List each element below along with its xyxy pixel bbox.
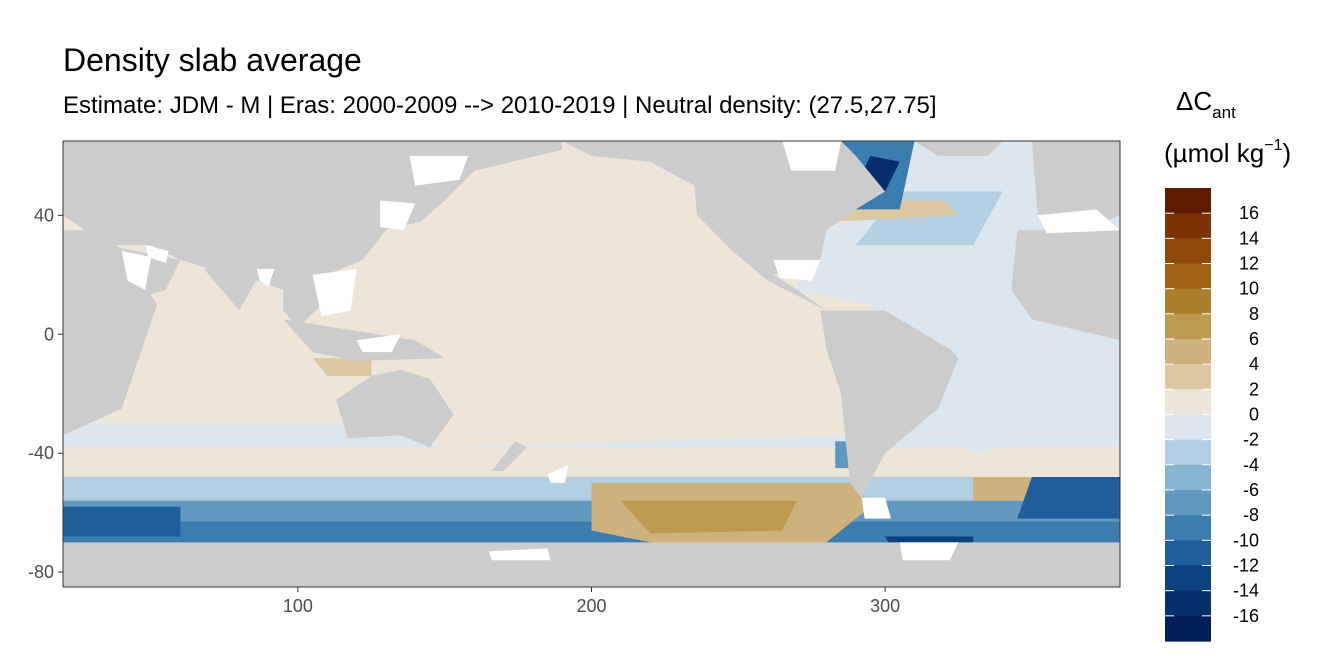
legend: ΔCant (µmol kg−1) 16 14 12 10 8 6 4 2 0 -2 -4 -6 -8 -… [1164,86,1291,642]
y-tick-label: 0 [44,324,54,344]
legend-label: 2 [1249,379,1259,399]
land-asia [63,141,563,320]
y-tick-label: -80 [28,562,54,582]
legend-label: 16 [1239,203,1259,223]
missing-weddell [899,542,959,561]
legend-label: -16 [1233,606,1259,626]
legend-color-swatch [1165,339,1211,365]
legend-color-swatch [1165,389,1211,416]
missing-gulfmex [773,259,821,281]
heatmap-cell-timor [312,358,372,376]
missing-ross [488,548,551,561]
legend-color-swatch [1165,540,1211,567]
x-tick-label: 300 [870,596,900,616]
legend-label: -14 [1233,581,1259,601]
land-europe [1031,141,1120,228]
missing-persian [145,245,169,263]
land-nafrica [1011,230,1120,341]
legend-color-swatch [1165,590,1211,617]
legend-label: -6 [1243,480,1259,500]
y-tick-label: -40 [28,443,54,463]
legend-color-swatch [1165,364,1211,390]
missing-redsea [121,251,152,290]
land-india [203,268,263,311]
legend-label: 8 [1249,304,1259,324]
legend-color-swatch [1165,515,1211,541]
land-antarctica [63,542,1120,587]
chart-subtitle: Estimate: JDM - M | Eras: 2000-2009 --> … [63,92,937,119]
legend-color-swatch [1165,263,1211,290]
legend-color-swatch [1165,615,1211,642]
missing-bengal [256,268,275,287]
heatmap-cell-indian-sector [63,506,181,537]
plot-panel [62,140,1121,588]
heatmap-cell-pacific-sector-core [620,500,797,534]
legend-color-swatch [1165,313,1211,340]
missing-scs [312,268,357,317]
legend-label: 0 [1249,405,1259,425]
legend-color-swatch [1165,565,1211,592]
missing-hudson [782,141,842,171]
legend-color-swatch [1165,490,1211,516]
legend-label: 12 [1239,254,1259,274]
legend-label: 6 [1249,329,1259,349]
missing-med [1037,209,1120,234]
legend-label: -10 [1233,530,1259,550]
land-nz [491,441,527,471]
legend-label: -4 [1243,455,1259,475]
legend-color-swatch [1165,238,1211,265]
x-tick-label: 200 [576,596,606,616]
missing-drake [861,497,891,519]
land-greenland [914,141,1003,156]
legend-label: -12 [1233,556,1259,576]
heatmap-cell-weddell-north [1017,477,1120,519]
legend-title: ΔCant [1176,86,1236,122]
legend-color-swatch [1165,414,1211,441]
x-tick-label: 100 [283,596,313,616]
heatmap-cell-antarctic-margin [63,521,1120,549]
y-tick-label: 40 [34,205,54,225]
missing-banda [356,334,401,353]
legend-color-swatch [1165,464,1211,491]
missing-kerguelen [547,465,568,483]
missing-okhotsk [409,155,469,186]
land-samerica [820,310,959,498]
land-australia [336,369,454,448]
legend-color-swatch [1165,439,1211,466]
legend-color-swatch [1165,213,1211,239]
land-namerica [562,141,886,311]
legend-label: -8 [1243,505,1259,525]
legend-label: -2 [1243,430,1259,450]
legend-color-swatch [1165,288,1211,315]
legend-unit: (µmol kg−1) [1164,137,1291,168]
legend-label: 4 [1249,354,1259,374]
legend-label: 14 [1239,228,1259,248]
missing-japan-sea [380,200,416,231]
legend-color-swatch [1165,188,1211,214]
legend-label: 10 [1239,279,1259,299]
chart-title: Density slab average [63,42,362,78]
